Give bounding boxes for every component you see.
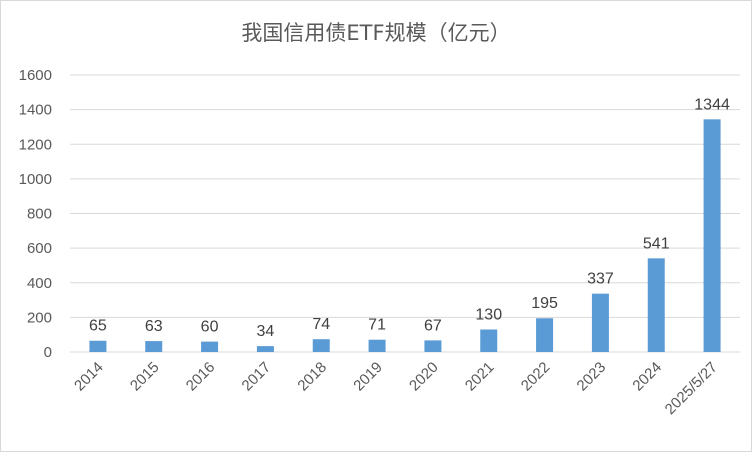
y-tick-label: 400 [27, 275, 52, 292]
x-tick-label: 2018 [294, 359, 330, 395]
bar-2023 [591, 293, 609, 352]
data-label: 130 [475, 306, 502, 323]
x-tick-label: 2021 [462, 359, 498, 395]
bar-2015 [145, 341, 163, 352]
bar-2021 [480, 329, 498, 352]
bar-2017 [256, 346, 274, 352]
x-tick-label: 2025/5/27 [662, 359, 721, 418]
bar-2020 [424, 340, 442, 352]
y-tick-label: 800 [27, 206, 52, 223]
chart-title: 我国信用债ETF规模（亿元） [241, 21, 510, 45]
data-label: 67 [424, 317, 442, 334]
x-tick-label: 2020 [406, 359, 442, 395]
bar-2014 [89, 340, 107, 352]
x-tick-label: 2019 [350, 359, 386, 395]
data-label: 63 [145, 318, 163, 335]
data-label: 1344 [694, 96, 730, 113]
y-tick-label: 0 [44, 344, 52, 361]
data-label: 65 [89, 318, 107, 335]
data-label: 71 [368, 317, 386, 334]
y-tick-label: 1200 [19, 136, 52, 153]
x-tick-label: 2016 [183, 359, 219, 395]
data-label: 541 [643, 235, 670, 252]
x-tick-label: 2015 [127, 359, 163, 395]
x-tick-label: 2023 [574, 359, 610, 395]
data-label: 195 [531, 295, 558, 312]
x-tick-label: 2022 [518, 359, 554, 395]
y-tick-label: 600 [27, 240, 52, 257]
y-tick-label: 1600 [19, 67, 52, 84]
data-label: 60 [201, 319, 219, 336]
x-tick-label: 2017 [239, 359, 275, 395]
data-label: 34 [257, 323, 275, 340]
bar-2018 [312, 339, 330, 352]
bar-2022 [536, 318, 554, 352]
x-tick-label: 2024 [629, 359, 665, 395]
x-tick-label: 2014 [71, 359, 107, 395]
y-tick-label: 200 [27, 309, 52, 326]
bar-2025/5/27 [703, 119, 721, 352]
bar-2019 [368, 339, 386, 352]
y-tick-label: 1400 [19, 102, 52, 119]
data-label: 337 [587, 271, 614, 288]
y-tick-label: 1000 [19, 171, 52, 188]
bar-2024 [647, 258, 665, 352]
data-label: 74 [312, 316, 330, 333]
bar-2016 [201, 341, 219, 352]
